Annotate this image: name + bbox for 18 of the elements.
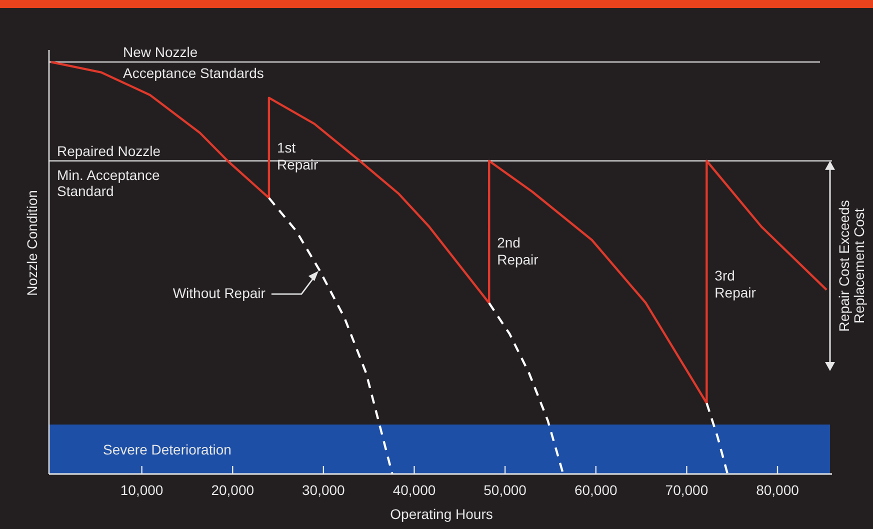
x-tick-label: 30,000 <box>302 482 346 498</box>
x-axis-title: Operating Hours <box>390 506 493 522</box>
annotation: 2nd Repair <box>497 234 539 268</box>
x-tick-label: 70,000 <box>665 482 708 498</box>
x-tick-label: 80,000 <box>756 482 800 498</box>
band-label: Severe Deterioration <box>103 441 232 458</box>
annotation: Without Repair <box>172 285 266 302</box>
x-tick-label: 40,000 <box>392 482 436 498</box>
y-axis-title: Nozzle Condition <box>24 190 40 296</box>
ref-line-label: Repaired Nozzle Min. Acceptance Standard <box>57 142 161 199</box>
annotation: 3rd Repair <box>714 267 756 300</box>
annotation: 1st Repair <box>276 140 319 173</box>
x-tick-label: 60,000 <box>574 482 618 498</box>
ref-line-label: New Nozzle Acceptance Standards <box>123 44 264 81</box>
x-tick-label: 10,000 <box>120 482 164 498</box>
x-tick-label: 50,000 <box>484 482 527 498</box>
x-tick-label: 20,000 <box>211 482 254 498</box>
text: Repair Cost Exceeds Replacement Cost <box>836 200 867 332</box>
